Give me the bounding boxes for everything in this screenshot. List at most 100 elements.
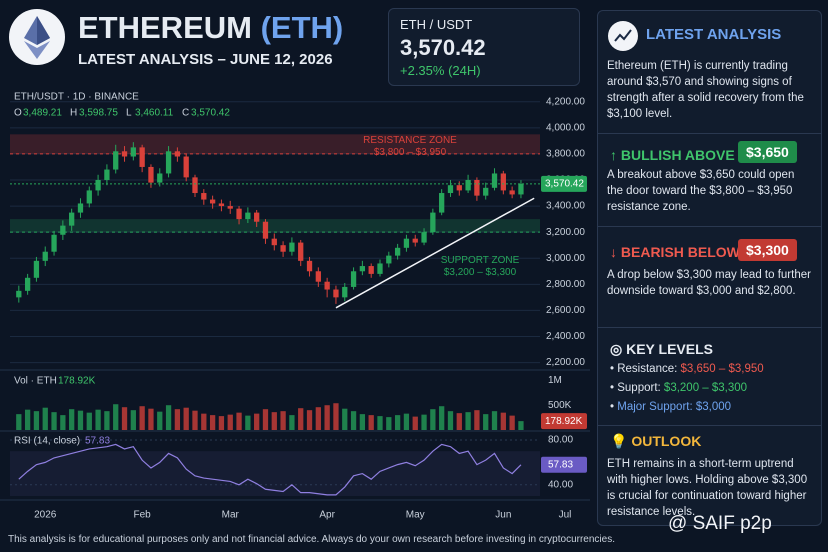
volume-bar [77, 410, 84, 430]
rsi-line [18, 443, 522, 496]
candle-body [342, 286, 348, 298]
price: 3,570.42 [400, 35, 486, 60]
volume-bar [236, 412, 242, 430]
candle-body [412, 238, 418, 243]
candle-body [447, 185, 454, 194]
bullish-text: A breakout above $3,650 could open the d… [607, 169, 795, 213]
candle-body [209, 199, 216, 204]
candle-body [491, 173, 498, 188]
pair: ETH / USDT [400, 17, 473, 32]
volume-bar [254, 413, 260, 430]
y-tick-label: 1M [548, 375, 562, 386]
candle-body [271, 238, 277, 246]
subtitle: LATEST ANALYSIS – JUNE 12, 2026 [78, 51, 333, 68]
volume-bar [447, 411, 454, 430]
key-levels-heading: ◎ KEY LEVELS [610, 341, 713, 357]
candle-body [474, 179, 480, 196]
bullish-label: BULLISH ABOVE [620, 147, 735, 163]
volume-bar [456, 413, 462, 430]
volume-bar [42, 407, 48, 430]
candle-body [95, 179, 101, 191]
volume-bar [245, 415, 251, 430]
candle-body [298, 242, 304, 261]
volume-bar [174, 409, 181, 430]
volume-bar [412, 416, 418, 430]
x-tick-label: Jun [495, 510, 511, 521]
volume-bar [227, 414, 233, 430]
zone-label: $3,200 – $3,300 [444, 267, 517, 278]
candle-body [148, 166, 154, 183]
candle-body [509, 190, 515, 195]
candle-body [121, 151, 128, 157]
intro: Ethereum (ETH) is currently trading arou… [607, 60, 804, 120]
divider [598, 133, 821, 134]
volume-bar [280, 411, 286, 430]
volume-bar [298, 408, 304, 430]
candle-body [333, 289, 339, 298]
bearish-text: A drop below $3,300 may lead to further … [607, 269, 811, 297]
volume-bar [500, 412, 506, 430]
price-box: ETH / USDT 3,570.42 +2.35% (24H) [388, 8, 580, 86]
ohlc-value: 3,570.42 [191, 108, 230, 119]
candle-body [60, 225, 66, 235]
volume-bar [69, 409, 75, 430]
volume-bar [474, 410, 480, 430]
level-label: Support: [617, 382, 661, 394]
volume-bar [509, 415, 515, 430]
ticker: (ETH) [260, 10, 344, 45]
volume-bar [342, 408, 348, 430]
ohlc-key: C [182, 108, 189, 119]
divider [598, 327, 821, 328]
candle-body [174, 151, 181, 157]
volume-bar [104, 411, 110, 430]
candle-body [262, 221, 269, 239]
ohlc-key: O [14, 108, 22, 119]
y-tick-label: 3,000.00 [546, 253, 585, 264]
trendline [335, 197, 535, 309]
candle-body [86, 190, 92, 204]
candle-body [51, 234, 57, 252]
volume-bar [306, 410, 313, 430]
volume-bar [324, 405, 330, 430]
candle-body [139, 147, 145, 167]
candle-body [16, 290, 22, 298]
rsi-last: 57.83 [85, 436, 110, 447]
volume-bar [518, 421, 524, 430]
volume-bar [218, 416, 225, 430]
volume-bar [24, 409, 31, 430]
watermark: @ SAIF p2p [668, 513, 772, 534]
ohlc-value: 3,460.11 [135, 108, 174, 119]
y-tick-label: 2,200.00 [546, 357, 585, 368]
bearish-label: BEARISH BELOW [620, 244, 740, 260]
zone-label: $3,800 – $3,950 [374, 147, 447, 158]
candle-body [324, 281, 330, 290]
candle-body [394, 247, 401, 256]
volume-bar [271, 412, 277, 430]
candle-body [500, 173, 506, 191]
candle-body [165, 151, 172, 174]
volume-bar [359, 414, 366, 430]
volume-bar [51, 412, 57, 430]
chart-title: ETH/USDT · 1D · BINANCE [14, 92, 139, 103]
outlook-title: OUTLOOK [631, 433, 702, 449]
y-tick-label: 2,800.00 [546, 279, 585, 290]
level-label: Resistance: [617, 363, 678, 375]
volume-bar [201, 413, 207, 430]
zone-name: SUPPORT ZONE [441, 255, 520, 266]
candle-body [377, 263, 383, 274]
y-tick-label: 2,600.00 [546, 305, 585, 316]
candle-body [403, 238, 410, 248]
volume-bar [394, 415, 401, 430]
bearish-heading: ↓ BEARISH BELOW [610, 244, 740, 260]
key-level: • Resistance: $3,650 – $3,950 [610, 363, 764, 375]
volume-bar [139, 406, 145, 430]
rsi-tag [541, 456, 587, 473]
volume-bar [289, 415, 295, 430]
volume-bar [165, 405, 172, 430]
candle-body [359, 266, 366, 272]
volume-bar [403, 413, 410, 430]
eth-logo [9, 9, 65, 65]
candle-body [157, 173, 163, 183]
volume-bar [113, 404, 119, 430]
bullish-level: $3,650 [738, 141, 797, 163]
